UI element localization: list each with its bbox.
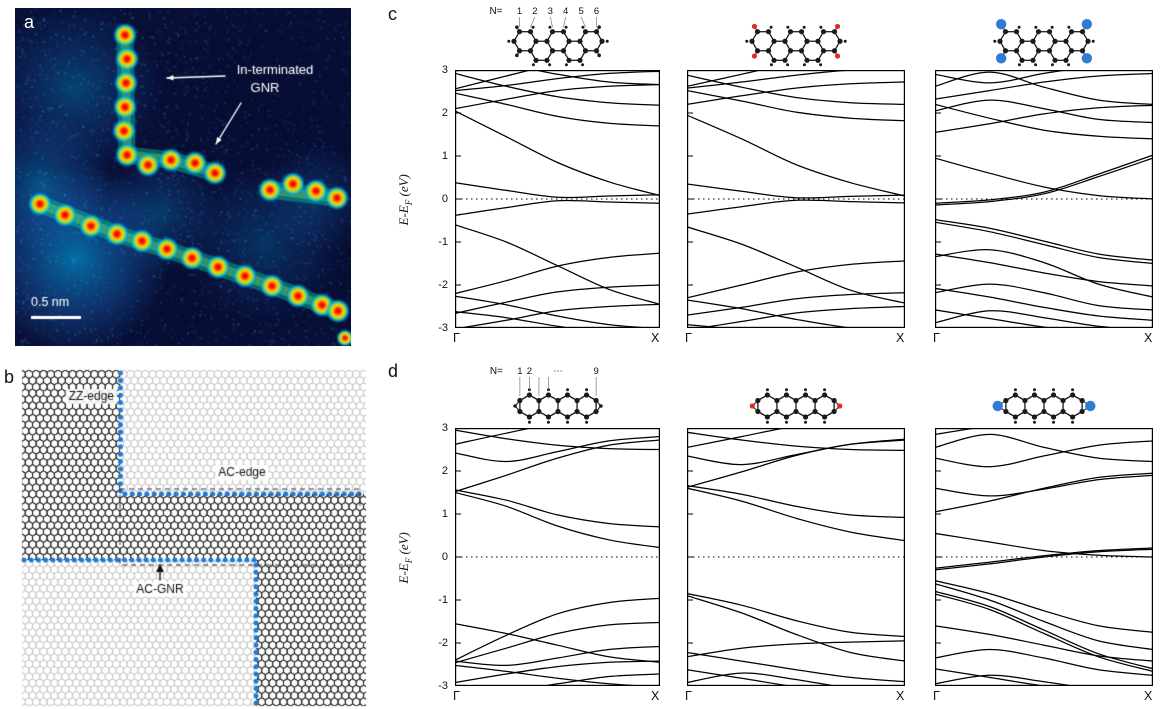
svg-text:N=: N= (489, 6, 502, 17)
band-plot-c2 (687, 70, 905, 328)
carbon-atoms (517, 392, 599, 420)
band-lines (688, 71, 904, 327)
plot-frame (935, 428, 1153, 686)
svg-text:2: 2 (532, 6, 537, 17)
hydrogen-atoms (507, 25, 609, 67)
y-tick-label: 2 (441, 106, 448, 119)
lattice-diagram (8, 368, 372, 708)
hydrogen-atoms (993, 25, 1095, 67)
carbon-atoms (511, 29, 605, 63)
molecule-d1: 1 2 ⋯ 9 N= (490, 366, 603, 424)
y-tick-label: 2 (441, 464, 448, 477)
y-tick-label: 0 (441, 550, 448, 563)
band-lines (456, 71, 659, 327)
x-tick-gamma: Γ (933, 689, 940, 703)
y-axis-label-c: E-EF (eV) (396, 174, 414, 226)
svg-text:1: 1 (517, 366, 522, 377)
carbon-atoms (997, 29, 1091, 63)
svg-text:2: 2 (527, 366, 532, 377)
plot-frame (935, 70, 1153, 328)
svg-text:⋯: ⋯ (553, 366, 563, 377)
hydrogen-atoms (765, 388, 827, 424)
band-lines (688, 429, 904, 685)
band-lines (936, 429, 1152, 685)
x-tick-x: X (896, 689, 905, 703)
plot-frame (455, 70, 660, 328)
bonds (513, 26, 603, 61)
x-tick-gamma: Γ (933, 331, 940, 345)
y-tick-label: -3 (438, 679, 448, 692)
svg-text:6: 6 (594, 6, 599, 17)
y-tick-label: 3 (441, 63, 448, 76)
svg-text:5: 5 (578, 6, 583, 17)
molecule-d2 (749, 388, 843, 424)
hydrogen-atoms (1013, 388, 1075, 424)
x-tick-gamma: Γ (685, 331, 692, 345)
termination-atoms (513, 404, 603, 408)
termination-atoms (751, 23, 841, 59)
plot-frame (687, 428, 905, 686)
termination-atoms (992, 400, 1096, 412)
hydrogen-atoms (745, 25, 847, 67)
x-tick-x: X (1144, 331, 1153, 345)
band-lines (936, 71, 1152, 327)
y-tick-label: -2 (438, 278, 448, 291)
stm-image (15, 8, 351, 346)
n-width-labels: 1 2 3 4 5 6 N= (489, 6, 599, 28)
y-tick-label: -1 (438, 593, 448, 606)
x-tick-gamma: Γ (685, 689, 692, 703)
x-tick-x: X (651, 689, 660, 703)
termination-atoms (515, 25, 601, 58)
carbon-atoms (749, 29, 843, 63)
carbon-atoms (755, 392, 837, 420)
band-plot-c3 (935, 70, 1153, 328)
x-tick-gamma: Γ (453, 331, 460, 345)
molecule-c1: 1 2 3 4 5 6 N= (489, 6, 609, 67)
y-tick-label: -1 (438, 235, 448, 248)
plot-frame (455, 428, 660, 686)
svg-text:1: 1 (517, 6, 522, 17)
band-plot-d2 (687, 428, 905, 686)
x-tick-x: X (651, 331, 660, 345)
termination-atoms (749, 403, 843, 409)
band-lines (456, 429, 659, 685)
band-plot-d1 (455, 428, 660, 686)
molecule-c3 (993, 18, 1095, 67)
molecule-c2 (745, 23, 847, 67)
bonds (999, 23, 1089, 61)
svg-text:9: 9 (593, 366, 598, 377)
termination-atoms (995, 18, 1093, 64)
y-axis-label-d: E-EF (eV) (396, 532, 414, 584)
n-width-labels: 1 2 ⋯ 9 N= (490, 366, 599, 396)
svg-text:4: 4 (563, 6, 568, 17)
y-tick-label: -3 (438, 321, 448, 334)
panel-c-label: c (388, 4, 397, 24)
x-tick-x: X (1144, 689, 1153, 703)
panel-a-label: a (24, 12, 35, 32)
band-plot-c1 (455, 70, 660, 328)
y-tick-label: 3 (441, 421, 448, 434)
x-tick-x: X (896, 331, 905, 345)
plot-frame (687, 70, 905, 328)
panel-d-label: d (388, 361, 399, 381)
bonds (751, 26, 841, 61)
svg-text:3: 3 (548, 6, 553, 17)
y-tick-label: 1 (441, 149, 448, 162)
molecule-d3 (992, 388, 1096, 424)
carbon-atoms (1003, 392, 1085, 420)
y-tick-label: 0 (441, 192, 448, 205)
panel-b-label: b (4, 367, 15, 387)
hydrogen-atoms (527, 388, 589, 424)
x-tick-gamma: Γ (453, 689, 460, 703)
band-plot-d3 (935, 428, 1153, 686)
y-tick-label: 1 (441, 507, 448, 520)
y-tick-label: -2 (438, 636, 448, 649)
svg-text:N=: N= (490, 366, 503, 377)
